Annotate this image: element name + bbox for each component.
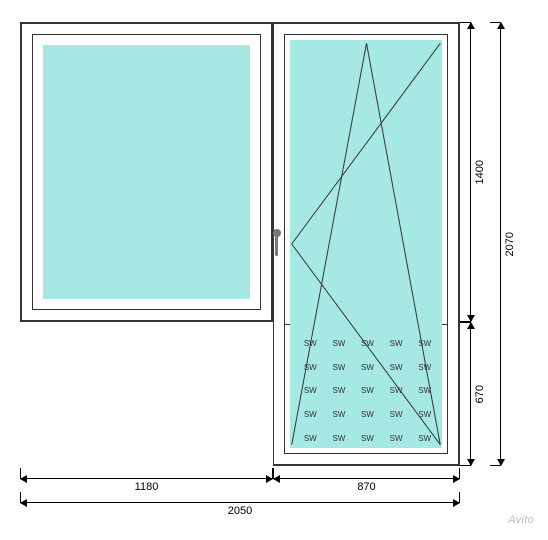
sw-marker: SW xyxy=(304,434,317,443)
sw-marker: SW xyxy=(304,339,317,348)
sw-marker: SW xyxy=(418,363,431,372)
sw-marker: SW xyxy=(361,339,374,348)
fixed-window-glass xyxy=(43,45,250,299)
sw-marker: SW xyxy=(361,363,374,372)
sw-marker: SW xyxy=(390,339,403,348)
sw-marker: SW xyxy=(332,363,345,372)
dimension-label: 870 xyxy=(357,481,375,493)
sandwich-panel-markers: SW SW SW SW SW SW SW SW SW SW SW SW SW SW SW SW SW SW SW SW… xyxy=(296,332,439,450)
sw-marker: SW xyxy=(304,363,317,372)
diagram-stage: SW SW SW SW SW SW SW SW SW SW SW SW SW SW SW SW SW SW SW SW… xyxy=(10,10,538,530)
window-door-assembly: SW SW SW SW SW SW SW SW SW SW SW SW SW SW SW SW SW SW SW SW… xyxy=(20,22,460,466)
sw-marker: SW xyxy=(418,434,431,443)
sw-marker: SW xyxy=(390,434,403,443)
door-frame: SW SW SW SW SW SW SW SW SW SW SW SW SW SW SW SW SW SW SW SW… xyxy=(273,22,460,466)
dimension-label: 670 xyxy=(474,385,486,403)
door-handle-lever xyxy=(275,236,278,256)
sw-marker: SW xyxy=(332,410,345,419)
door-glass-upper xyxy=(290,40,442,324)
sw-marker: SW xyxy=(332,434,345,443)
dimension-window_width: 1180 xyxy=(20,478,273,502)
fixed-window-sash xyxy=(32,34,261,310)
sw-marker: SW xyxy=(304,386,317,395)
sw-marker: SW xyxy=(390,363,403,372)
dimension-door_height: 2070 xyxy=(500,22,524,466)
sw-marker: SW xyxy=(332,339,345,348)
dimension-label: 2050 xyxy=(228,505,252,517)
fixed-window-frame xyxy=(20,22,273,322)
dimension-door_top_glass_height: 1400 xyxy=(470,22,494,322)
dimension-label: 1400 xyxy=(474,160,486,184)
sw-marker: SW xyxy=(361,386,374,395)
sw-marker: SW xyxy=(418,339,431,348)
sw-marker: SW xyxy=(361,410,374,419)
sw-marker: SW xyxy=(390,386,403,395)
sw-marker: SW xyxy=(304,410,317,419)
sw-marker: SW xyxy=(418,410,431,419)
sw-marker: SW xyxy=(390,410,403,419)
sw-marker: SW xyxy=(332,386,345,395)
watermark-text: Avito xyxy=(508,514,534,526)
dimension-door_width: 870 xyxy=(273,478,460,502)
sw-marker: SW xyxy=(361,434,374,443)
dimension-total_width: 2050 xyxy=(20,502,460,526)
dimension-door_bottom_panel_height: 670 xyxy=(470,322,494,466)
dimension-label: 1180 xyxy=(135,481,159,493)
dimension-label: 2070 xyxy=(504,232,516,256)
sw-marker: SW xyxy=(418,386,431,395)
